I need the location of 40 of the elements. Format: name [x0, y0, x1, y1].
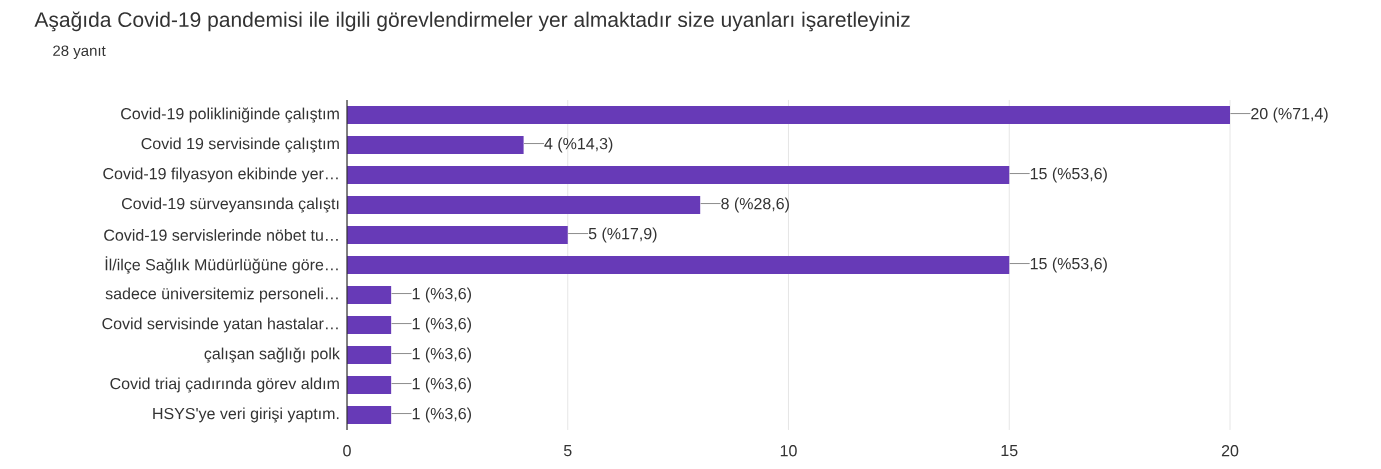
bar	[347, 255, 1010, 274]
data-label: 15 (%53,6)	[1030, 257, 1107, 273]
x-tick-label: 0	[343, 445, 351, 457]
x-tick-label: 20	[1221, 445, 1239, 457]
bar	[347, 375, 392, 394]
y-tick-label: HSYS'ye veri girişi yaptım.	[153, 407, 339, 423]
data-label: 1 (%3,6)	[412, 347, 471, 363]
x-tick-label: 10	[780, 445, 797, 457]
x-tick-label: 15	[1001, 445, 1018, 457]
bar	[347, 405, 392, 424]
data-label: 1 (%3,6)	[412, 407, 471, 423]
y-tick-label: Covid-19 servislerinde nöbet tu…	[104, 229, 338, 241]
text: 28 yanıt	[53, 45, 106, 59]
y-tick-label: İl/ilçe Sağlık Müdürlüğüne göre…	[105, 256, 338, 274]
data-label: 1 (%3,6)	[412, 317, 471, 333]
data-label: 8 (%28,6)	[721, 197, 789, 213]
y-tick-label: Covid triaj çadırında görev aldım	[110, 377, 339, 393]
bar	[347, 165, 1010, 184]
bar	[347, 105, 1230, 124]
data-label: 20 (%71,4)	[1251, 107, 1328, 123]
y-tick-label: Covid servisinde yatan hastalar…	[102, 317, 338, 333]
y-tick-label: sadece üniversitemiz personeli…	[105, 287, 338, 303]
y-tick-label: Covid-19 filyasyon ekibinde yer…	[103, 167, 338, 183]
bar	[347, 135, 524, 154]
data-label: 15 (%53,6)	[1030, 167, 1107, 183]
y-tick-label: Covid-19 polikliniğinde çalıştım	[121, 107, 339, 123]
y-tick-label: çalışan sağlığı polk	[204, 347, 340, 363]
chart-title: Aşağıda Covid-19 pandemisi ile ilgili görevlendirmeler yer almaktadır size uyanları işaretleyiniz	[34, 11, 910, 32]
data-label: 4 (%14,3)	[544, 137, 613, 153]
bar	[347, 345, 392, 364]
data-label: 1 (%3,6)	[412, 377, 471, 393]
bar	[347, 285, 392, 304]
y-tick-label: Covid-19 sürveyansında çalıştı	[121, 197, 339, 213]
bar	[347, 315, 392, 334]
data-label: 5 (%17,9)	[588, 227, 657, 243]
bar	[347, 225, 568, 244]
bar	[347, 195, 701, 214]
data-label: 1 (%3,6)	[412, 287, 471, 303]
y-tick-label: Covid 19 servisinde çalıştım	[141, 137, 339, 153]
x-tick-label: 5	[563, 445, 572, 457]
